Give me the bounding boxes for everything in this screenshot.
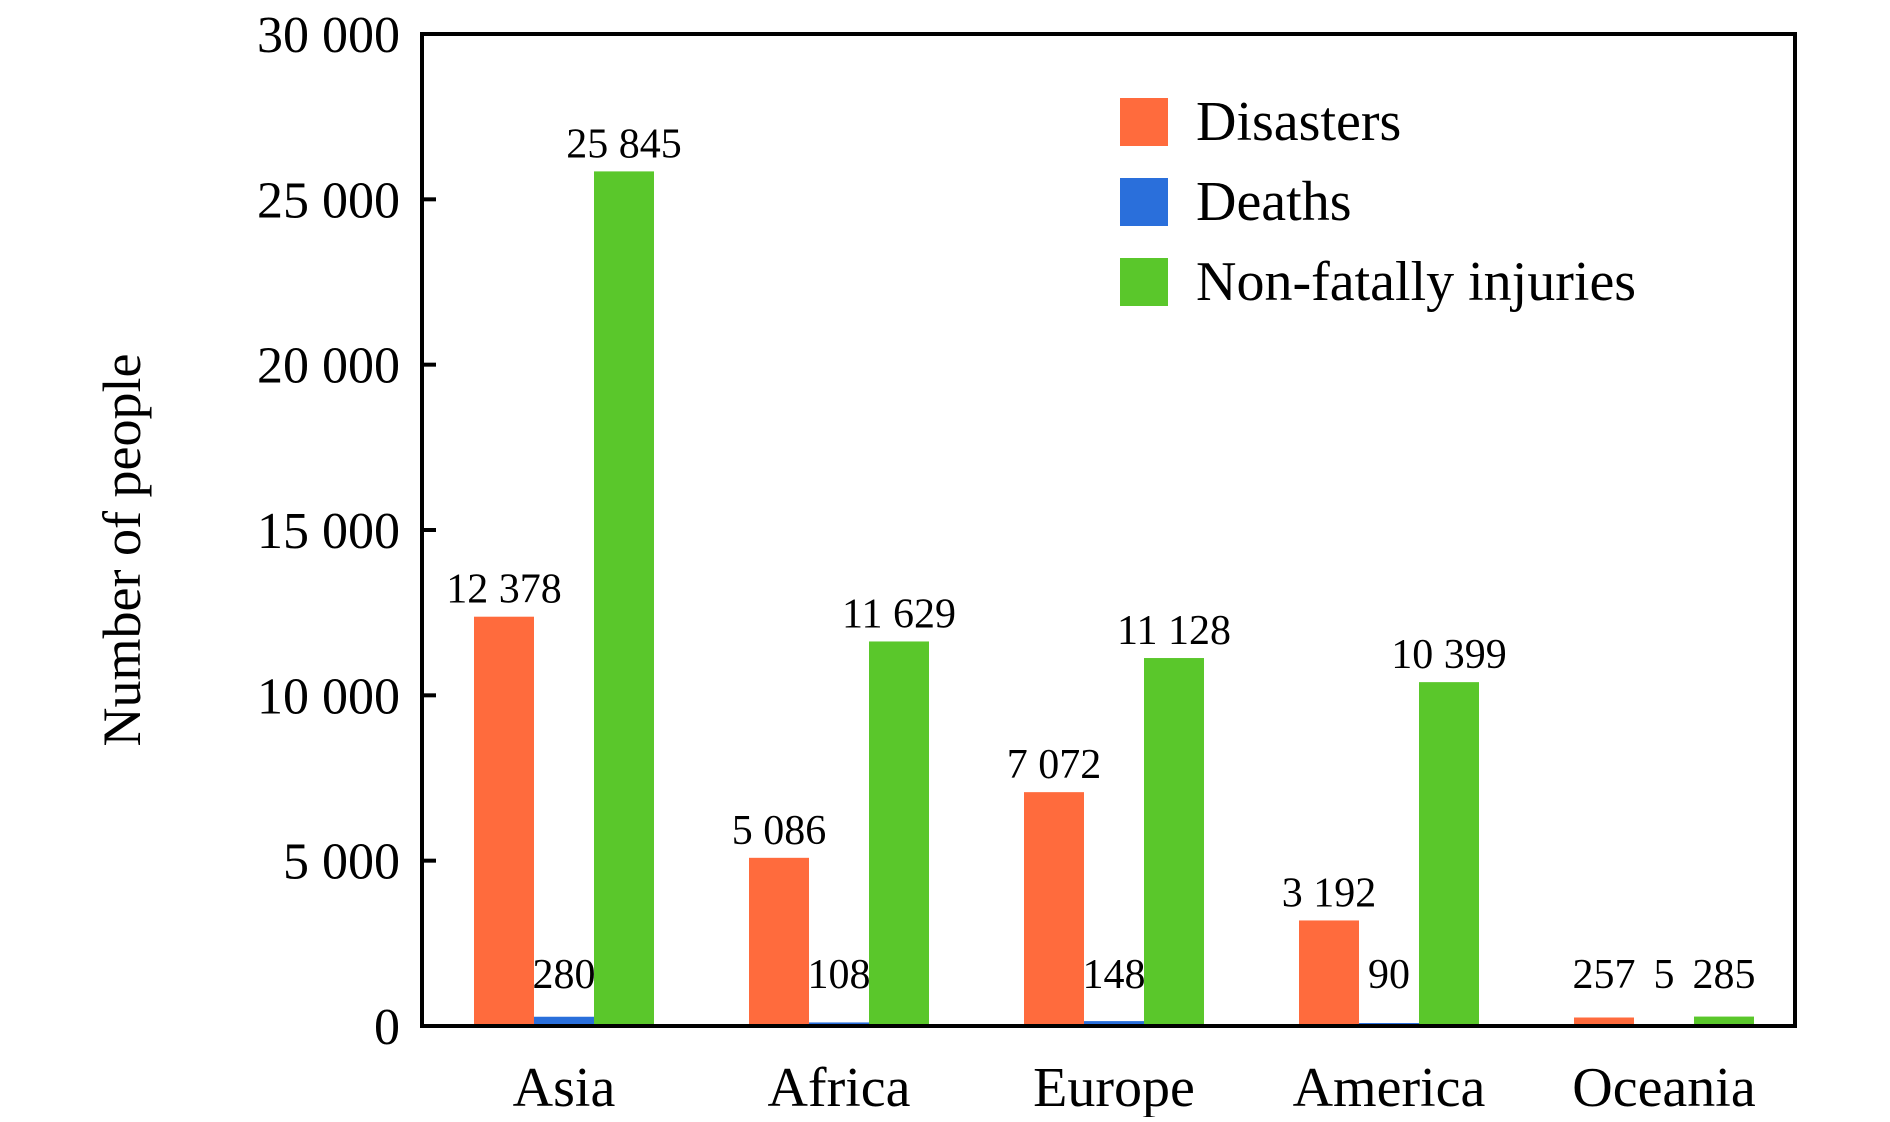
data-label: 12 378 (446, 567, 562, 613)
y-tick-label: 20 000 (257, 338, 400, 395)
legend-label: Deaths (1196, 171, 1352, 233)
bar-disasters-asia (474, 617, 534, 1026)
legend-swatch-disasters (1120, 98, 1168, 146)
data-label: 5 (1654, 952, 1675, 998)
data-label: 280 (533, 952, 596, 998)
data-label: 25 845 (566, 121, 682, 167)
legend-swatch-deaths (1120, 178, 1168, 226)
legend-label: Non-fatally injuries (1196, 251, 1636, 313)
bar-disasters-europe (1024, 792, 1084, 1026)
data-label: 90 (1368, 952, 1410, 998)
data-label: 11 128 (1117, 608, 1231, 654)
data-label: 11 629 (842, 591, 956, 637)
data-label: 257 (1573, 952, 1636, 998)
bar-non-fatally-injuries-america (1419, 682, 1479, 1026)
bar-non-fatally-injuries-asia (594, 171, 654, 1026)
bar-disasters-africa (749, 858, 809, 1026)
data-label: 285 (1693, 952, 1756, 998)
data-label: 148 (1083, 952, 1146, 998)
x-tick-label: Europe (1033, 1057, 1195, 1117)
data-label: 3 192 (1282, 870, 1377, 916)
legend-label: Disasters (1196, 91, 1401, 153)
bar-non-fatally-injuries-africa (869, 641, 929, 1026)
bar-disasters-america (1299, 920, 1359, 1026)
x-tick-label: Asia (513, 1057, 616, 1117)
bar-non-fatally-injuries-europe (1144, 658, 1204, 1026)
y-tick-label: 10 000 (257, 668, 400, 725)
y-axis-title: Number of people (92, 354, 152, 747)
x-tick-label: Africa (767, 1057, 910, 1117)
data-label: 108 (808, 952, 871, 998)
y-tick-label: 0 (374, 999, 400, 1056)
y-tick-label: 5 000 (283, 834, 400, 891)
x-tick-label: America (1293, 1057, 1486, 1117)
y-tick-label: 30 000 (257, 7, 400, 64)
data-label: 5 086 (732, 808, 827, 854)
y-tick-label: 15 000 (257, 503, 400, 560)
legend-swatch-non-fatally-injuries (1120, 258, 1168, 306)
data-label: 10 399 (1391, 632, 1507, 678)
y-tick-label: 25 000 (257, 172, 400, 229)
x-tick-label: Oceania (1572, 1057, 1756, 1117)
data-label: 7 072 (1007, 742, 1102, 788)
